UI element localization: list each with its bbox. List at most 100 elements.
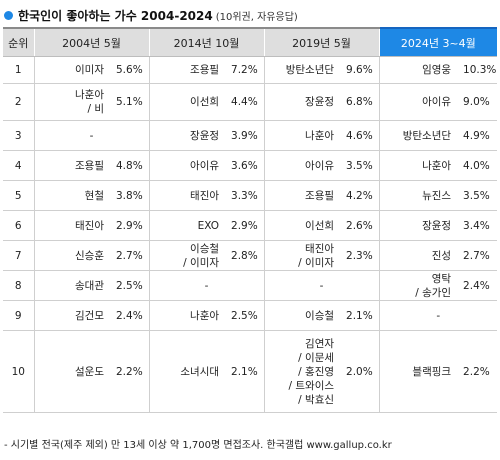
- singer-name: 나훈아: [379, 150, 458, 181]
- table-title: 한국인이 좋아하는 가수 2004-2024 (10위권, 자유응답): [4, 6, 298, 24]
- percent-value: 9.0%: [457, 83, 498, 121]
- singer-name: 방탄소년단: [379, 120, 458, 151]
- singer-name: 이승철: [264, 300, 341, 331]
- percent-value: 3.6%: [225, 150, 265, 181]
- header-2004: 2004년 5월: [33, 27, 150, 57]
- percent-value: 3.5%: [340, 150, 380, 181]
- table-row: 7 신승훈 2.7% 이승철 / 이미자 2.8% 태진아 / 이미자 2.3% 진성 2.7%: [3, 240, 498, 271]
- table-row: 10 설운도 2.2% 소녀시대 2.1% 김연자 / 이문세 / 홍진영 / 트와이스 / 박효…: [3, 330, 498, 413]
- title-sub: (10위권, 자유응답): [215, 11, 298, 23]
- rank-cell: 5: [3, 180, 35, 211]
- percent-value: 2.0%: [340, 330, 380, 413]
- singer-name: 김건모: [34, 300, 110, 331]
- singer-name: 조용필: [149, 56, 226, 84]
- rank-cell: 7: [3, 240, 35, 271]
- percent-value: 4.9%: [457, 120, 498, 151]
- percent-value: 4.4%: [225, 83, 265, 121]
- table-row: 9 김건모 2.4% 나훈아 2.5% 이승철 2.1% -: [3, 300, 498, 331]
- rank-cell: 9: [3, 300, 35, 331]
- singer-name: 태진아 / 이미자: [264, 240, 341, 271]
- percent-value: 3.3%: [225, 180, 265, 211]
- percent-value: 2.4%: [457, 270, 498, 301]
- singer-name: 아이유: [149, 150, 226, 181]
- singer-name: EXO: [149, 210, 226, 241]
- empty-cell: -: [149, 270, 265, 301]
- table-row: 1 이미자 5.6% 조용필 7.2% 방탄소년단 9.6% 임영웅 10.3%: [3, 56, 498, 84]
- percent-value: 2.7%: [457, 240, 498, 271]
- percent-value: 5.6%: [110, 56, 150, 84]
- percent-value: 4.8%: [110, 150, 150, 181]
- percent-value: 2.9%: [110, 210, 150, 241]
- percent-value: 2.2%: [457, 330, 498, 413]
- percent-value: 4.6%: [340, 120, 380, 151]
- bullet-dot-icon: [4, 10, 13, 20]
- percent-value: 2.2%: [110, 330, 150, 413]
- singer-name: 블랙핑크: [379, 330, 458, 413]
- percent-value: 2.6%: [340, 210, 380, 241]
- singer-name: 뉴진스: [379, 180, 458, 211]
- singer-name: 이승철 / 이미자: [149, 240, 226, 271]
- singer-name: 아이유: [379, 83, 458, 121]
- percent-value: 2.9%: [225, 210, 265, 241]
- ranking-table: 순위 2004년 5월 2014년 10월 2019년 5월 2024년 3~4…: [3, 27, 498, 413]
- table-row: 6 태진아 2.9% EXO 2.9% 이선희 2.6% 장윤정 3.4%: [3, 210, 498, 241]
- rank-cell: 3: [3, 120, 35, 151]
- percent-value: 2.3%: [340, 240, 380, 271]
- singer-name: 장윤정: [379, 210, 458, 241]
- header-2024: 2024년 3~4월: [378, 27, 498, 57]
- percent-value: 4.0%: [457, 150, 498, 181]
- header-2014: 2014년 10월: [148, 27, 265, 57]
- singer-name: 송대관: [34, 270, 110, 301]
- singer-name: 아이유: [264, 150, 341, 181]
- table-row: 3- 장윤정 3.9% 나훈아 4.6% 방탄소년단 4.9%: [3, 120, 498, 151]
- singer-name: 나훈아: [149, 300, 226, 331]
- empty-cell: -: [379, 300, 498, 331]
- table-row: 8 송대관 2.5% - - 영탁 / 송가인 2.4%: [3, 270, 498, 301]
- singer-name: 나훈아: [264, 120, 341, 151]
- singer-name: 조용필: [34, 150, 110, 181]
- rank-cell: 6: [3, 210, 35, 241]
- percent-value: 2.4%: [110, 300, 150, 331]
- title-main: 한국인이 좋아하는 가수 2004-2024: [18, 8, 213, 23]
- singer-name: 조용필: [264, 180, 341, 211]
- percent-value: 2.1%: [225, 330, 265, 413]
- empty-cell: -: [34, 120, 150, 151]
- singer-name: 나훈아 / 비: [34, 83, 110, 121]
- percent-value: 4.2%: [340, 180, 380, 211]
- percent-value: 3.4%: [457, 210, 498, 241]
- percent-value: 2.8%: [225, 240, 265, 271]
- singer-name: 신승훈: [34, 240, 110, 271]
- singer-name: 임영웅: [379, 56, 458, 84]
- singer-name: 이미자: [34, 56, 110, 84]
- footnote: - 시기별 전국(제주 제외) 만 13세 이상 약 1,700명 면접조사. …: [4, 440, 392, 451]
- percent-value: 2.7%: [110, 240, 150, 271]
- percent-value: 2.5%: [110, 270, 150, 301]
- singer-name: 소녀시대: [149, 330, 226, 413]
- empty-cell: -: [264, 270, 380, 301]
- header-rank: 순위: [3, 27, 34, 57]
- table-row: 4 조용필 4.8% 아이유 3.6% 아이유 3.5% 나훈아 4.0%: [3, 150, 498, 181]
- percent-value: 3.8%: [110, 180, 150, 211]
- percent-value: 9.6%: [340, 56, 380, 84]
- singer-name: 이선희: [149, 83, 226, 121]
- singer-name: 장윤정: [264, 83, 341, 121]
- rank-cell: 10: [3, 330, 35, 413]
- singer-name: 장윤정: [149, 120, 226, 151]
- singer-name: 태진아: [149, 180, 226, 211]
- singer-name: 태진아: [34, 210, 110, 241]
- percent-value: 3.9%: [225, 120, 265, 151]
- singer-name: 영탁 / 송가인: [379, 270, 458, 301]
- rank-cell: 8: [3, 270, 35, 301]
- percent-value: 5.1%: [110, 83, 150, 121]
- percent-value: 2.5%: [225, 300, 265, 331]
- singer-name: 진성: [379, 240, 458, 271]
- singer-name: 현철: [34, 180, 110, 211]
- percent-value: 10.3%: [457, 56, 498, 84]
- percent-value: 3.5%: [457, 180, 498, 211]
- table-row: 2 나훈아 / 비 5.1% 이선희 4.4% 장윤정 6.8% 아이유 9.0%: [3, 83, 498, 121]
- singer-name: 설운도: [34, 330, 110, 413]
- rank-cell: 1: [3, 56, 35, 84]
- percent-value: 2.1%: [340, 300, 380, 331]
- header-2019: 2019년 5월: [263, 27, 380, 57]
